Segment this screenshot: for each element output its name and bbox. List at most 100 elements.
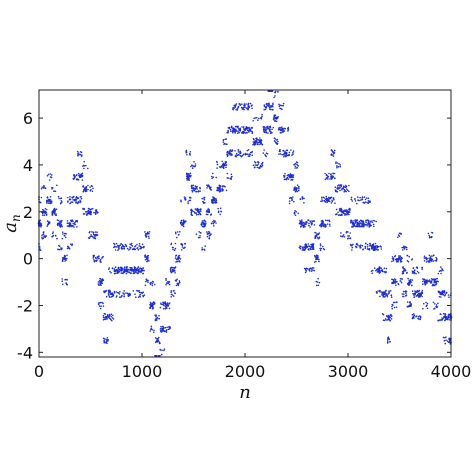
- data-point: [138, 290, 140, 292]
- data-point: [109, 289, 111, 292]
- data-point: [208, 232, 211, 234]
- data-point: [232, 130, 234, 133]
- data-point: [91, 231, 93, 233]
- data-point: [242, 126, 245, 128]
- data-point: [387, 341, 389, 344]
- data-point: [330, 173, 332, 175]
- data-point: [430, 281, 432, 283]
- data-point: [277, 140, 279, 143]
- data-point: [248, 130, 250, 132]
- data-point: [162, 327, 164, 330]
- data-point: [324, 226, 327, 228]
- data-point: [61, 231, 64, 233]
- data-point: [293, 200, 295, 203]
- data-point: [330, 153, 333, 156]
- data-point: [122, 268, 124, 270]
- data-point: [387, 336, 390, 339]
- data-point: [193, 211, 196, 214]
- data-point: [302, 224, 305, 227]
- data-point: [102, 319, 105, 321]
- data-point: [407, 261, 410, 263]
- data-point: [187, 178, 190, 181]
- data-point: [436, 277, 439, 280]
- data-point: [72, 220, 74, 223]
- data-point: [56, 237, 58, 240]
- data-point: [246, 149, 249, 152]
- data-point: [352, 222, 354, 224]
- data-point: [369, 200, 371, 202]
- data-point: [117, 249, 119, 251]
- data-point: [236, 132, 239, 134]
- data-point: [397, 258, 399, 261]
- data-point: [351, 249, 353, 251]
- data-point: [144, 284, 147, 287]
- data-point: [39, 249, 42, 251]
- data-point: [368, 201, 370, 203]
- data-point: [345, 188, 348, 190]
- data-point: [93, 237, 95, 239]
- data-point: [416, 270, 419, 273]
- data-point: [158, 355, 161, 357]
- data-point: [237, 126, 239, 128]
- data-point: [433, 278, 436, 280]
- data-point: [447, 315, 450, 317]
- data-point: [154, 319, 157, 322]
- data-point: [340, 184, 343, 186]
- data-point: [44, 187, 47, 190]
- data-point: [351, 225, 354, 228]
- data-point: [94, 213, 97, 215]
- data-point: [412, 313, 415, 315]
- data-point: [135, 268, 137, 270]
- data-point: [129, 268, 132, 271]
- data-point: [165, 282, 168, 284]
- data-point: [280, 132, 282, 134]
- data-point: [179, 260, 181, 263]
- data-point: [99, 258, 102, 261]
- data-point: [341, 189, 343, 191]
- data-point: [345, 230, 348, 233]
- data-point: [155, 319, 158, 322]
- data-point: [358, 245, 361, 247]
- data-point: [282, 131, 284, 133]
- data-point: [56, 184, 58, 187]
- data-point: [288, 154, 290, 157]
- data-point: [288, 175, 290, 178]
- data-point: [299, 219, 301, 222]
- data-point: [212, 172, 214, 175]
- data-point: [229, 154, 232, 156]
- data-point: [165, 306, 167, 309]
- data-point: [346, 211, 348, 213]
- data-point: [424, 279, 427, 282]
- data-point: [430, 278, 433, 280]
- data-point: [408, 255, 411, 258]
- data-point: [365, 242, 367, 245]
- data-point: [423, 257, 426, 259]
- data-point: [211, 177, 213, 180]
- data-point: [448, 319, 451, 321]
- data-point: [381, 269, 384, 271]
- data-point: [317, 258, 319, 260]
- data-point: [415, 291, 417, 294]
- data-point: [363, 196, 366, 198]
- data-point: [438, 270, 441, 273]
- data-point: [235, 130, 237, 132]
- data-point: [201, 197, 203, 200]
- data-point: [444, 319, 447, 321]
- data-point: [89, 186, 91, 188]
- data-point: [321, 219, 324, 222]
- data-point: [174, 292, 176, 295]
- data-point: [226, 151, 228, 154]
- data-point: [109, 317, 111, 320]
- data-point: [296, 190, 299, 193]
- data-point: [119, 269, 122, 272]
- data-point: [387, 314, 390, 317]
- data-point: [85, 164, 87, 167]
- data-point: [426, 282, 428, 284]
- data-point: [410, 304, 412, 307]
- data-point: [354, 222, 357, 224]
- data-point: [279, 104, 282, 107]
- data-point: [278, 103, 280, 106]
- data-point: [131, 248, 134, 251]
- data-point: [119, 266, 122, 269]
- data-point: [144, 234, 147, 237]
